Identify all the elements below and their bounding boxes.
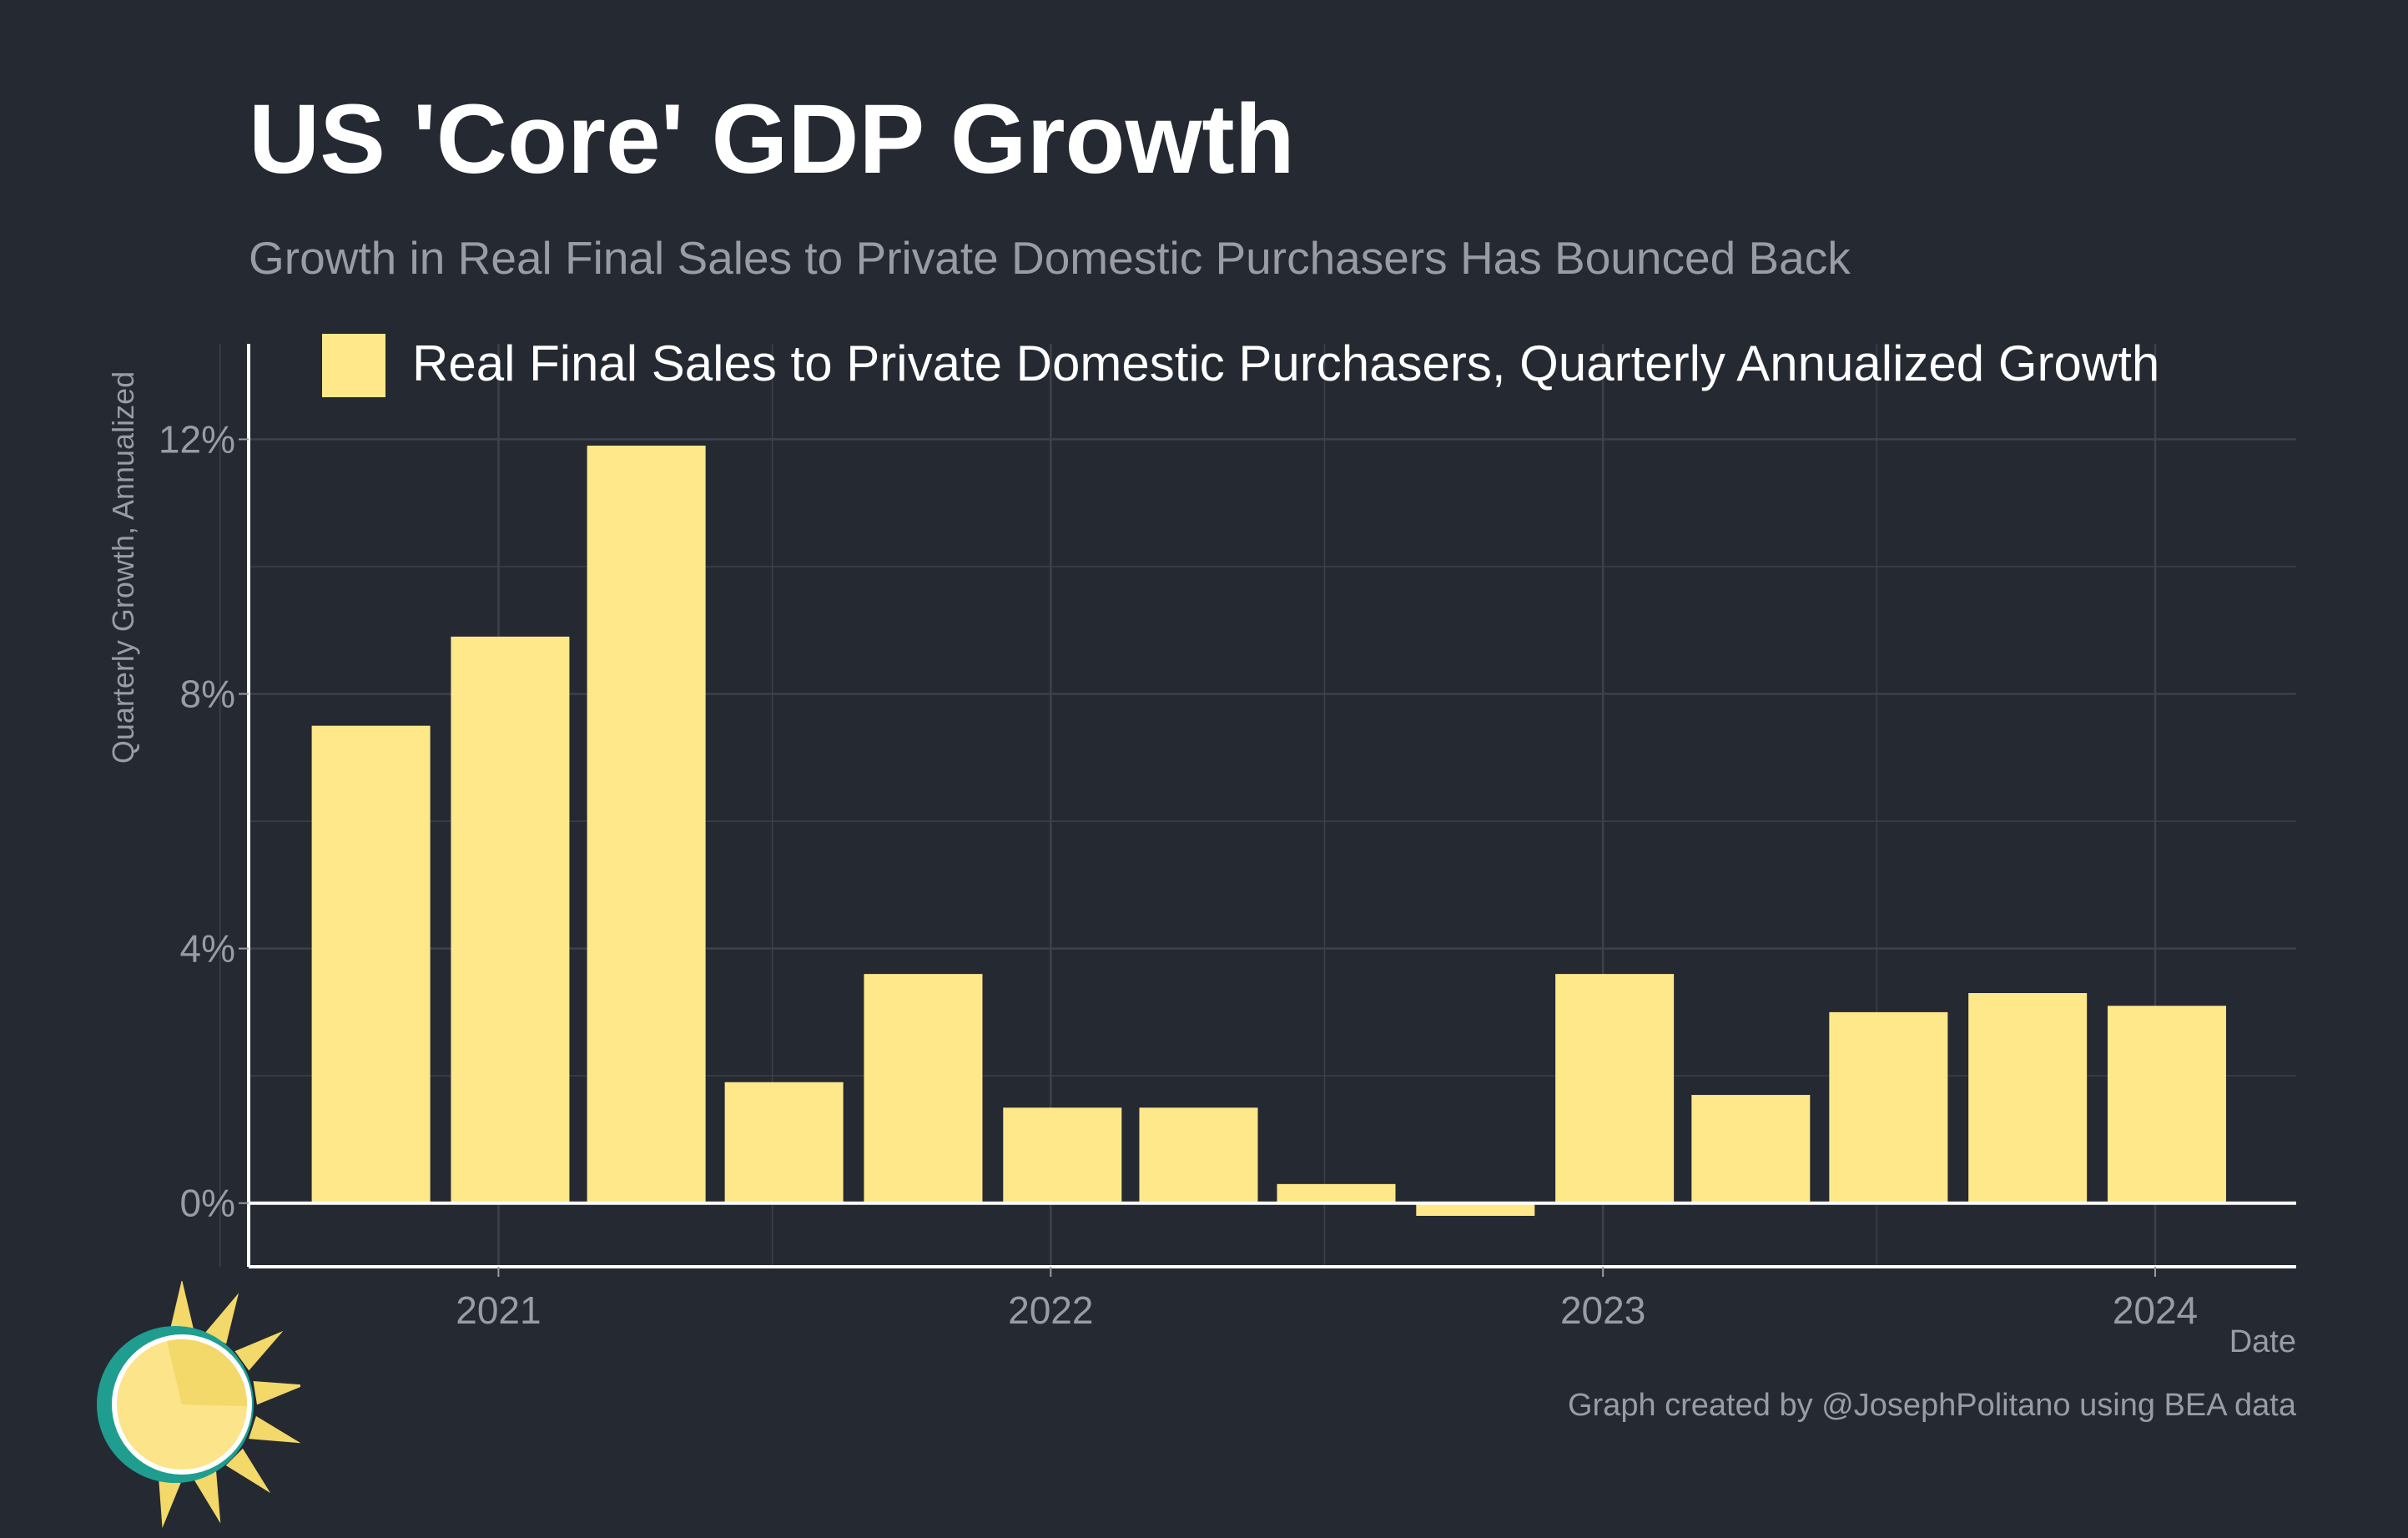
bar (1968, 993, 2088, 1203)
bar (1691, 1095, 1811, 1203)
bar (724, 1082, 844, 1203)
legend-swatch (322, 334, 385, 397)
sun-rays (158, 1281, 300, 1529)
x-tick-label: 2024 (2113, 1288, 2198, 1332)
x-axis-title: Date (2229, 1324, 2296, 1359)
x-tick-label: 2021 (456, 1288, 541, 1332)
chart-subtitle: Growth in Real Final Sales to Private Do… (249, 232, 1851, 284)
sun-ray (249, 1415, 300, 1444)
sun-icon (97, 1281, 300, 1529)
bar (864, 974, 983, 1203)
x-axis-ticks: 2021 2022 2023 2024 (456, 1267, 2198, 1332)
bar (1829, 1011, 1948, 1203)
y-tick-label: 4% (180, 927, 235, 971)
bar (2107, 1006, 2226, 1203)
bar (451, 636, 570, 1203)
sun-ray (234, 1330, 284, 1371)
chart-title: US 'Core' GDP Growth (249, 84, 1295, 194)
bar (311, 725, 431, 1203)
bar (1555, 974, 1675, 1203)
sun-highlight (167, 1339, 248, 1406)
bar-series (311, 446, 2226, 1216)
sun-ray (225, 1448, 271, 1494)
source-caption: Graph created by @JosephPolitano using B… (1567, 1388, 2296, 1423)
bar (1003, 1107, 1122, 1203)
y-axis-title: Quarterly Growth, Annualized (106, 371, 140, 764)
legend-label: Real Final Sales to Private Domestic Pur… (412, 335, 2159, 391)
legend: Real Final Sales to Private Domestic Pur… (322, 334, 2159, 397)
bar (1277, 1183, 1396, 1203)
x-tick-label: 2023 (1560, 1288, 1645, 1332)
y-tick-label: 12% (159, 417, 235, 461)
sun-ray (253, 1380, 300, 1405)
sun-ray (204, 1293, 239, 1344)
sun-ray (193, 1471, 221, 1524)
y-tick-label: 8% (180, 673, 235, 716)
bar (1139, 1107, 1258, 1203)
y-tick-label: 0% (180, 1182, 235, 1225)
sun-ray (169, 1281, 194, 1331)
bar (1416, 1203, 1535, 1216)
sun-ray (158, 1475, 183, 1529)
y-axis-ticks: 0% 4% 8% 12% (159, 417, 249, 1225)
x-tick-label: 2022 (1008, 1288, 1093, 1332)
bar (587, 446, 706, 1203)
